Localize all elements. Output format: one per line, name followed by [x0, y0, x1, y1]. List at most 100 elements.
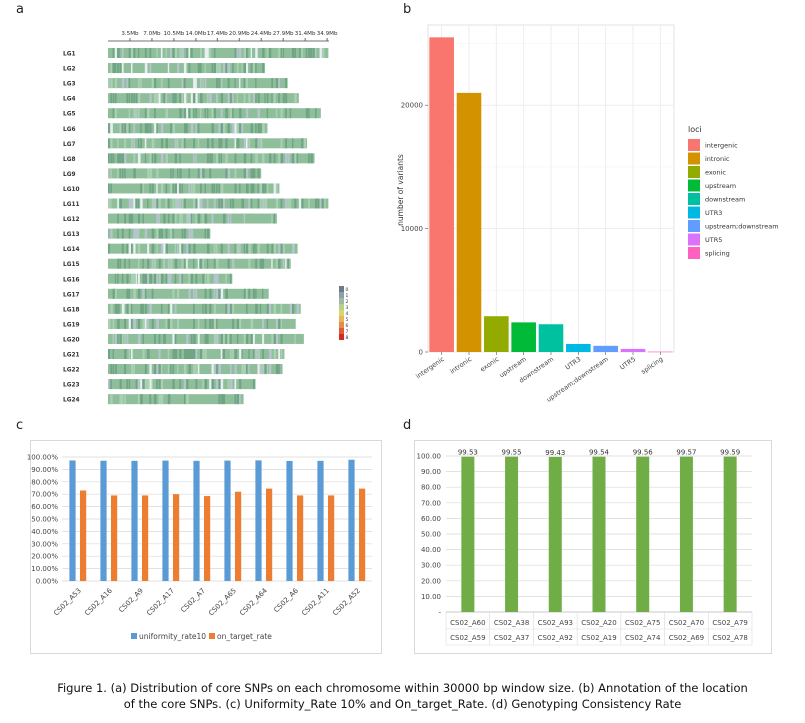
- density-stripe: [232, 63, 234, 74]
- density-stripe: [190, 333, 193, 344]
- density-stripe: [140, 394, 143, 405]
- density-stripe: [156, 123, 158, 134]
- density-stripe: [250, 198, 253, 209]
- density-stripe: [117, 273, 119, 284]
- chromosome-track: [108, 48, 329, 58]
- legend-label-c: uniformity_rate10: [139, 632, 206, 641]
- density-stripe: [204, 303, 207, 314]
- density-stripe: [248, 364, 250, 375]
- density-stripe: [257, 93, 260, 104]
- density-stripe: [133, 198, 136, 209]
- chart-d-frame: [414, 440, 772, 654]
- density-stripe: [197, 318, 200, 329]
- caption-line-2: of the core SNPs. (c) Uniformity_Rate 10…: [123, 697, 682, 711]
- density-stripe: [158, 364, 161, 375]
- density-stripe: [172, 48, 175, 58]
- density-stripe: [273, 349, 277, 359]
- density-stripe: [149, 273, 152, 284]
- chromosome-track: [108, 78, 288, 89]
- density-stripe: [285, 198, 288, 209]
- density-stripe: [200, 63, 202, 74]
- density-stripe: [197, 364, 200, 375]
- density-stripe: [151, 318, 154, 329]
- density-stripe: [165, 138, 169, 149]
- density-stripe: [220, 123, 224, 134]
- density-stripe: [243, 213, 246, 224]
- density-stripe: [275, 333, 278, 344]
- density-stripe: [177, 183, 179, 194]
- density-stripe: [151, 243, 155, 254]
- legend-label-b: intergenic: [705, 142, 738, 150]
- density-stripe: [158, 379, 161, 390]
- density-stripe: [255, 123, 257, 134]
- density-stripe: [135, 273, 137, 284]
- density-stripe: [243, 288, 246, 299]
- density-stripe: [174, 198, 178, 209]
- density-stripe: [149, 303, 152, 314]
- density-stripe: [273, 213, 276, 224]
- density-stripe: [239, 183, 241, 194]
- density-stripe: [310, 48, 313, 58]
- density-stripe: [255, 48, 258, 58]
- density-stripe: [303, 138, 307, 149]
- density-stripe: [135, 93, 138, 104]
- density-stripe: [206, 153, 209, 164]
- bar-utr5: [620, 348, 646, 352]
- density-stripe: [179, 168, 182, 179]
- ytick-label-d: 90.00: [421, 468, 441, 476]
- density-stripe: [137, 48, 140, 58]
- density-stripe: [110, 93, 112, 104]
- density-stripe: [114, 63, 117, 74]
- density-stripe: [248, 93, 251, 104]
- density-stripe: [271, 93, 273, 104]
- density-stripe: [250, 48, 253, 58]
- density-stripe: [126, 273, 129, 284]
- density-stripe: [147, 273, 149, 284]
- density-stripe: [160, 303, 163, 314]
- density-stripe: [124, 318, 127, 329]
- density-stripe: [204, 288, 207, 299]
- density-stripe: [317, 198, 320, 209]
- density-stripe: [170, 183, 173, 194]
- density-stripe: [133, 168, 136, 179]
- chart-c-frame: [30, 440, 382, 654]
- density-stripe: [218, 288, 222, 299]
- legend-swatch-a: [339, 322, 344, 328]
- density-stripe: [188, 273, 191, 284]
- chromosome-label: LG20: [63, 337, 80, 343]
- density-stripe: [119, 394, 122, 405]
- density-stripe: [170, 123, 173, 134]
- density-stripe: [227, 303, 231, 314]
- density-stripe: [172, 364, 174, 375]
- density-stripe: [282, 258, 285, 269]
- density-stripe: [177, 138, 179, 149]
- density-stripe: [128, 78, 131, 89]
- ytick-label-c: 40.00%: [31, 528, 58, 536]
- density-stripe: [188, 364, 192, 375]
- density-stripe: [149, 183, 152, 194]
- legend-label-a: 6: [346, 323, 349, 329]
- data-label-d: 99.55: [502, 449, 522, 457]
- density-stripe: [264, 93, 266, 104]
- density-stripe: [137, 379, 141, 390]
- density-stripe: [165, 198, 167, 209]
- density-stripe: [172, 333, 175, 344]
- density-stripe: [213, 364, 216, 375]
- density-stripe: [114, 78, 118, 89]
- density-stripe: [133, 138, 135, 149]
- density-stripe: [266, 318, 269, 329]
- density-stripe: [239, 123, 242, 134]
- bar-uniformity_rate10-CS02_A52: [348, 459, 355, 581]
- density-stripe: [131, 243, 133, 254]
- density-stripe: [262, 48, 265, 58]
- density-stripe: [220, 108, 223, 119]
- density-stripe: [137, 394, 140, 405]
- density-stripe: [142, 349, 145, 359]
- density-stripe: [218, 198, 221, 209]
- density-stripe: [186, 93, 188, 104]
- density-stripe: [151, 153, 154, 164]
- legend-swatch-b: [688, 166, 700, 178]
- density-stripe: [278, 258, 281, 269]
- density-stripe: [227, 243, 230, 254]
